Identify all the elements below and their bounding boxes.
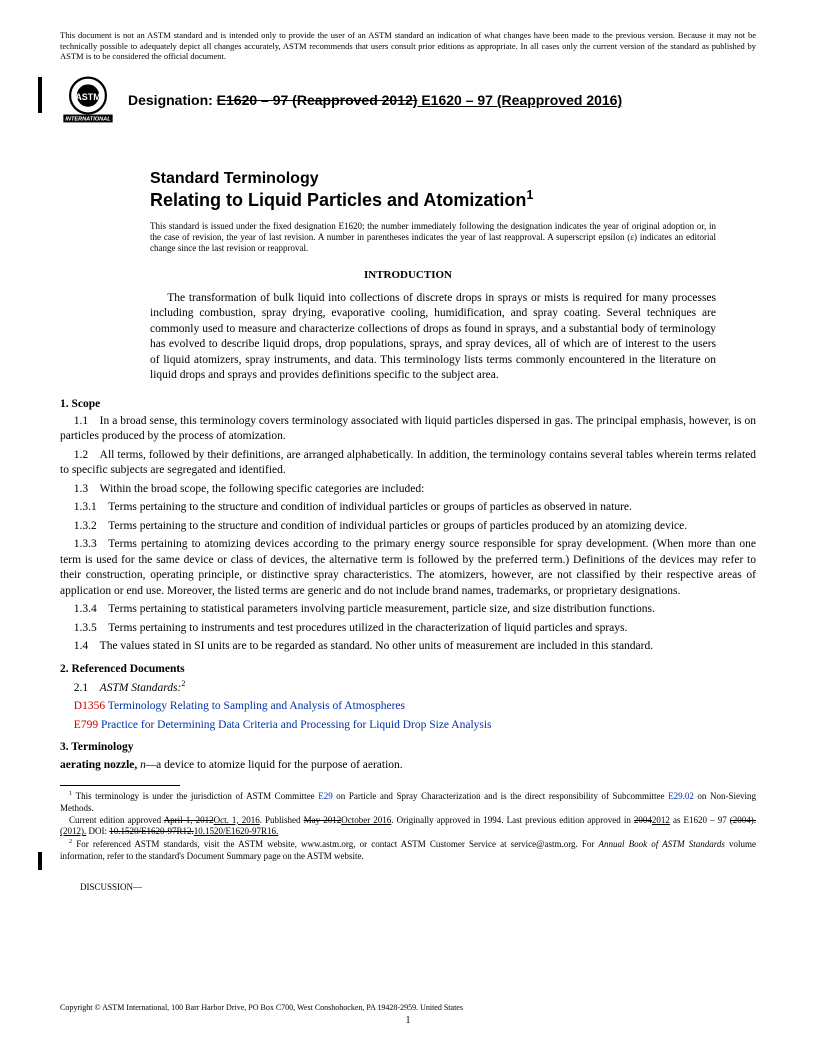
para-1-3-4: 1.3.4 Terms pertaining to statistical pa… (60, 602, 756, 618)
designation-old: E1620 – 97 (Reapproved 2012) (217, 92, 418, 108)
para-2-1-sup: 2 (181, 679, 185, 688)
discussion-text: ISCUSSION— (87, 882, 143, 892)
ref-d1356: D1356 Terminology Relating to Sampling a… (60, 699, 756, 715)
ref-code-d1356[interactable]: D1356 (74, 700, 105, 712)
fn1-u5: 10.1520/E1620-97R16. (194, 826, 279, 836)
para-2-1: 2.1 ASTM Standards:2 (60, 679, 756, 696)
section-1-heading: 1. Scope (60, 398, 756, 410)
designation-label: Designation: (128, 92, 217, 108)
disclaimer-text: This document is not an ASTM standard an… (60, 30, 756, 62)
fn2-a: For referenced ASTM standards, visit the… (72, 839, 598, 849)
footnote-1-line2: Current edition approved April 1, 2012Oc… (60, 815, 756, 838)
section-3-heading: 3. Terminology (60, 741, 756, 753)
fn1-l2d: as E1620 – 97 (670, 815, 730, 825)
designation-new: E1620 – 97 (Reapproved 2016) (417, 92, 622, 108)
svg-text:ASTM: ASTM (75, 92, 100, 102)
term-def: a device to atomize liquid for the purpo… (156, 759, 403, 771)
footnote-1: 1 This terminology is under the jurisdic… (60, 790, 756, 814)
fn1-l2e: DOI: (86, 826, 109, 836)
ref-e799: E799 Practice for Determining Data Crite… (60, 718, 756, 734)
astm-logo: ASTM INTERNATIONAL (60, 72, 116, 128)
page-number: 1 (0, 1015, 816, 1026)
footnote-2: 2 For referenced ASTM standards, visit t… (60, 838, 756, 862)
issuance-note: This standard is issued under the fixed … (150, 221, 716, 255)
para-2-1-ital: ASTM Standards: (100, 682, 182, 694)
fn1-s4: (2004). (730, 815, 756, 825)
document-title: Standard Terminology Relating to Liquid … (150, 170, 756, 211)
change-bar (38, 77, 42, 113)
fn1-u3: 2012 (652, 815, 670, 825)
para-2-1-label: 2.1 (74, 682, 100, 694)
svg-text:INTERNATIONAL: INTERNATIONAL (65, 117, 111, 123)
term-pos: n— (137, 759, 156, 771)
section-2-heading: 2. Referenced Documents (60, 663, 756, 675)
designation-line: Designation: E1620 – 97 (Reapproved 2012… (128, 92, 622, 108)
title-superscript: 1 (526, 188, 533, 202)
ref-code-e799[interactable]: E799 (74, 719, 98, 731)
para-1-3: 1.3 Within the broad scope, the followin… (60, 482, 756, 498)
fn1-b: on Particle and Spray Characterization a… (333, 791, 668, 801)
fn1-s3: 2004 (634, 815, 652, 825)
title-line2-text: Relating to Liquid Particles and Atomiza… (150, 190, 526, 210)
para-1-4: 1.4 The values stated in SI units are to… (60, 639, 756, 655)
fn1-s2: May 2012 (304, 815, 342, 825)
para-1-2: 1.2 All terms, followed by their definit… (60, 448, 756, 479)
copyright-notice: Copyright © ASTM International, 100 Barr… (60, 1003, 463, 1012)
fn1-s1: April 1, 2012 (164, 815, 214, 825)
fn2-ital: Annual Book of ASTM Standards (599, 839, 725, 849)
fn1-l2b: . Published (260, 815, 304, 825)
spacer (60, 146, 756, 170)
ref-title-d1356[interactable]: Terminology Relating to Sampling and Ana… (105, 700, 405, 712)
para-1-3-3: 1.3.3 Terms pertaining to atomizing devi… (60, 537, 756, 599)
fn1-link-e29-02[interactable]: E29.02 (668, 791, 694, 801)
term-name: aerating nozzle, (60, 759, 137, 771)
fn1-l2a: Current edition approved (69, 815, 164, 825)
para-1-3-1: 1.3.1 Terms pertaining to the structure … (60, 500, 756, 516)
para-1-3-5: 1.3.5 Terms pertaining to instruments an… (60, 621, 756, 637)
para-1-1: 1.1 In a broad sense, this terminology c… (60, 414, 756, 445)
ref-title-e799[interactable]: Practice for Determining Data Criteria a… (98, 719, 491, 731)
fn1-u1: Oct. 1, 2016 (214, 815, 260, 825)
fn1-s5: 10.1520/E1620-97R12. (109, 826, 194, 836)
fn1-u2: October 2016 (341, 815, 391, 825)
header-row: ASTM INTERNATIONAL Designation: E1620 – … (60, 72, 756, 128)
title-line1: Standard Terminology (150, 170, 756, 188)
title-line2: Relating to Liquid Particles and Atomiza… (150, 188, 756, 211)
fn1-a: This terminology is under the jurisdicti… (72, 791, 318, 801)
term-aerating-nozzle: aerating nozzle, n—a device to atomize l… (60, 759, 756, 771)
fn1-link-e29[interactable]: E29 (318, 791, 333, 801)
para-1-3-2: 1.3.2 Terms pertaining to the structure … (60, 519, 756, 535)
fn1-u4: (2012). (60, 826, 86, 836)
introduction-heading: INTRODUCTION (60, 269, 756, 281)
change-bar-2 (38, 852, 42, 870)
introduction-body: The transformation of bulk liquid into c… (150, 291, 716, 384)
footnote-rule (60, 785, 180, 786)
fn1-l2c: . Originally approved in 1994. Last prev… (391, 815, 634, 825)
document-page: This document is not an ASTM standard an… (0, 0, 816, 912)
discussion-label: DISCUSSION— (80, 882, 756, 892)
